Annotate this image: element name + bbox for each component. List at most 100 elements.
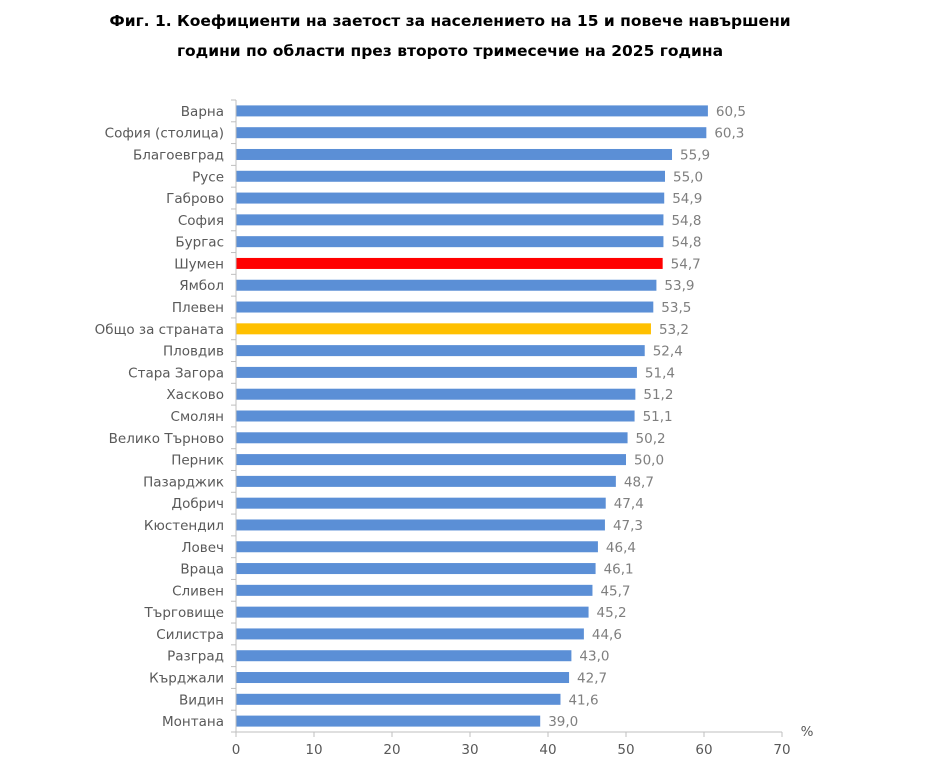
axis-layer: Варна 60,5 София (столица) 60,3 Благоевград 5… <box>95 99 814 758</box>
category-label: Видин <box>179 692 224 708</box>
bar <box>236 410 635 422</box>
bar <box>236 563 596 575</box>
x-tick-label: 0 <box>232 742 241 758</box>
category-label: Пазарджик <box>143 474 224 490</box>
category-label: Стара Загора <box>128 365 224 381</box>
data-label: 43,0 <box>579 649 609 665</box>
data-label: 51,2 <box>643 387 673 403</box>
category-label: Враца <box>180 562 224 578</box>
bar <box>236 475 616 487</box>
data-label: 46,4 <box>606 540 636 556</box>
data-label: 48,7 <box>624 474 654 490</box>
bar <box>236 257 663 269</box>
data-label: 60,3 <box>714 126 744 142</box>
category-label: Силистра <box>156 627 224 643</box>
data-label: 47,4 <box>614 496 644 512</box>
bar <box>236 584 593 596</box>
category-label: Хасково <box>166 387 224 403</box>
bar <box>236 388 636 400</box>
category-label: Благоевград <box>133 147 224 163</box>
category-label: Сливен <box>172 583 224 599</box>
bar <box>236 454 626 466</box>
bar <box>236 366 637 378</box>
data-label: 47,3 <box>613 518 643 534</box>
data-label: 50,0 <box>634 453 664 469</box>
data-label: 50,2 <box>636 431 666 447</box>
category-label: Шумен <box>174 256 224 272</box>
bar <box>236 127 707 139</box>
x-tick-label: 40 <box>539 742 556 758</box>
category-label: Кюстендил <box>144 518 224 534</box>
category-label: Русе <box>192 169 224 185</box>
x-tick-label: 50 <box>617 742 634 758</box>
data-label: 53,2 <box>659 322 689 338</box>
bar <box>236 715 541 727</box>
bar <box>236 323 651 335</box>
category-label: Габрово <box>166 191 224 207</box>
bar <box>236 170 665 182</box>
x-tick-label: 70 <box>773 742 790 758</box>
category-label: Велико Търново <box>109 431 224 447</box>
data-label: 39,0 <box>548 714 578 730</box>
data-label: 51,4 <box>645 365 675 381</box>
data-label: 42,7 <box>577 671 607 687</box>
bar <box>236 236 664 248</box>
x-axis-unit-label: % <box>801 724 814 740</box>
x-tick-label: 30 <box>461 742 478 758</box>
category-label: Кърджали <box>149 671 224 687</box>
bar <box>236 279 657 291</box>
bar <box>236 672 570 684</box>
category-label: Ловеч <box>181 540 224 556</box>
category-label: София <box>178 213 224 229</box>
category-label: Добрич <box>172 496 224 512</box>
x-tick-label: 60 <box>695 742 712 758</box>
data-label: 41,6 <box>568 692 598 708</box>
data-label: 53,9 <box>664 278 694 294</box>
chart-title-line-1: Фиг. 1. Коефициенти на заетост за населе… <box>109 12 791 30</box>
bar <box>236 541 598 553</box>
bar <box>236 432 628 444</box>
bar <box>236 214 664 226</box>
data-label: 54,8 <box>671 213 701 229</box>
chart-title: Фиг. 1. Коефициенти на заетост за населе… <box>0 6 900 66</box>
category-label: Ямбол <box>179 278 224 294</box>
chart-title-line-2: години по области през второто тримесечи… <box>176 42 724 60</box>
category-label: Варна <box>181 104 224 120</box>
data-label: 45,2 <box>597 605 627 621</box>
bar <box>236 148 673 160</box>
data-label: 44,6 <box>592 627 622 643</box>
data-label: 55,9 <box>680 147 710 163</box>
bar <box>236 606 589 618</box>
category-label: Пловдив <box>163 344 224 360</box>
bar <box>236 497 606 509</box>
data-label: 45,7 <box>600 583 630 599</box>
data-label: 52,4 <box>653 344 683 360</box>
category-label: Разград <box>167 649 224 665</box>
data-label: 60,5 <box>716 104 746 120</box>
category-label: Плевен <box>172 300 224 316</box>
category-label: Търговище <box>144 605 224 621</box>
data-label: 54,9 <box>672 191 702 207</box>
category-label: София (столица) <box>105 126 224 142</box>
category-label: Общо за страната <box>95 322 224 338</box>
bar <box>236 301 654 313</box>
bar <box>236 345 645 357</box>
bar <box>236 628 584 640</box>
bar <box>236 192 665 204</box>
category-label: Монтана <box>162 714 224 730</box>
category-label: Смолян <box>171 409 224 425</box>
data-label: 53,5 <box>661 300 691 316</box>
x-tick-label: 10 <box>305 742 322 758</box>
bar <box>236 693 561 705</box>
data-label: 54,8 <box>671 235 701 251</box>
bar <box>236 519 605 531</box>
data-label: 54,7 <box>671 256 701 272</box>
category-label: Перник <box>171 453 224 469</box>
data-label: 55,0 <box>673 169 703 185</box>
bars-layer <box>236 105 708 727</box>
data-label: 51,1 <box>643 409 673 425</box>
category-label: Бургас <box>175 235 224 251</box>
bar <box>236 105 708 117</box>
data-label: 46,1 <box>604 562 634 578</box>
